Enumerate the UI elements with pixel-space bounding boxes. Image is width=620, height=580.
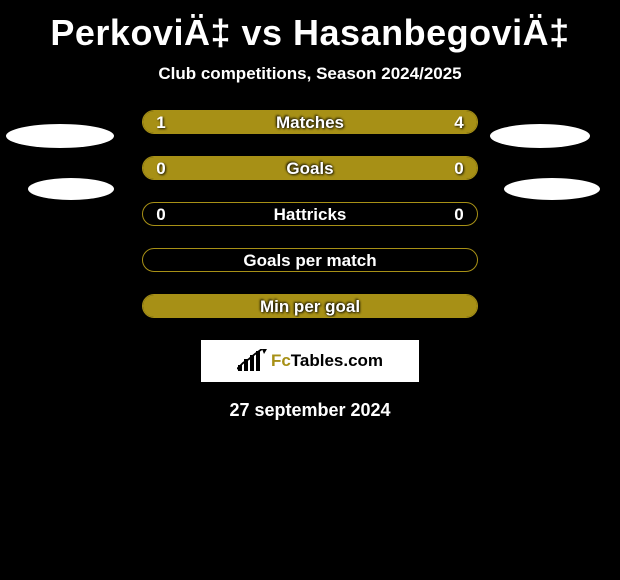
stat-row-goals: 00Goals: [142, 156, 478, 180]
brand-text: FcTables.com: [271, 351, 383, 371]
value-right: 0: [445, 157, 473, 179]
fill-left: [143, 295, 477, 317]
brand-logo-icon: [237, 349, 267, 373]
player-oval-right-top: [490, 124, 590, 148]
brand-prefix: Fc: [271, 351, 291, 370]
value-left: 1: [147, 111, 175, 133]
value-left: 0: [147, 203, 175, 225]
value-right: 4: [445, 111, 473, 133]
brand-suffix: Tables.com: [291, 351, 383, 370]
date-text: 27 september 2024: [0, 400, 620, 421]
player-oval-left-bot: [28, 178, 114, 200]
stat-row-goals-per-match: Goals per match: [142, 248, 478, 272]
player-oval-left-top: [6, 124, 114, 148]
row-label: Goals per match: [143, 249, 477, 271]
brand-box[interactable]: FcTables.com: [201, 340, 419, 382]
fill-right: [210, 111, 477, 133]
player-oval-right-bot: [504, 178, 600, 200]
value-left: 0: [147, 157, 175, 179]
stat-row-matches: 14Matches: [142, 110, 478, 134]
stat-row-min-per-goal: Min per goal: [142, 294, 478, 318]
subtitle: Club competitions, Season 2024/2025: [0, 64, 620, 84]
value-right: 0: [445, 203, 473, 225]
fill-left: [143, 157, 477, 179]
stat-row-hattricks: 0 0Hattricks: [142, 202, 478, 226]
comparison-card: PerkoviÄ‡ vs HasanbegoviÄ‡ Club competit…: [0, 0, 620, 580]
page-title: PerkoviÄ‡ vs HasanbegoviÄ‡: [0, 12, 620, 54]
row-label: Hattricks: [143, 203, 477, 225]
